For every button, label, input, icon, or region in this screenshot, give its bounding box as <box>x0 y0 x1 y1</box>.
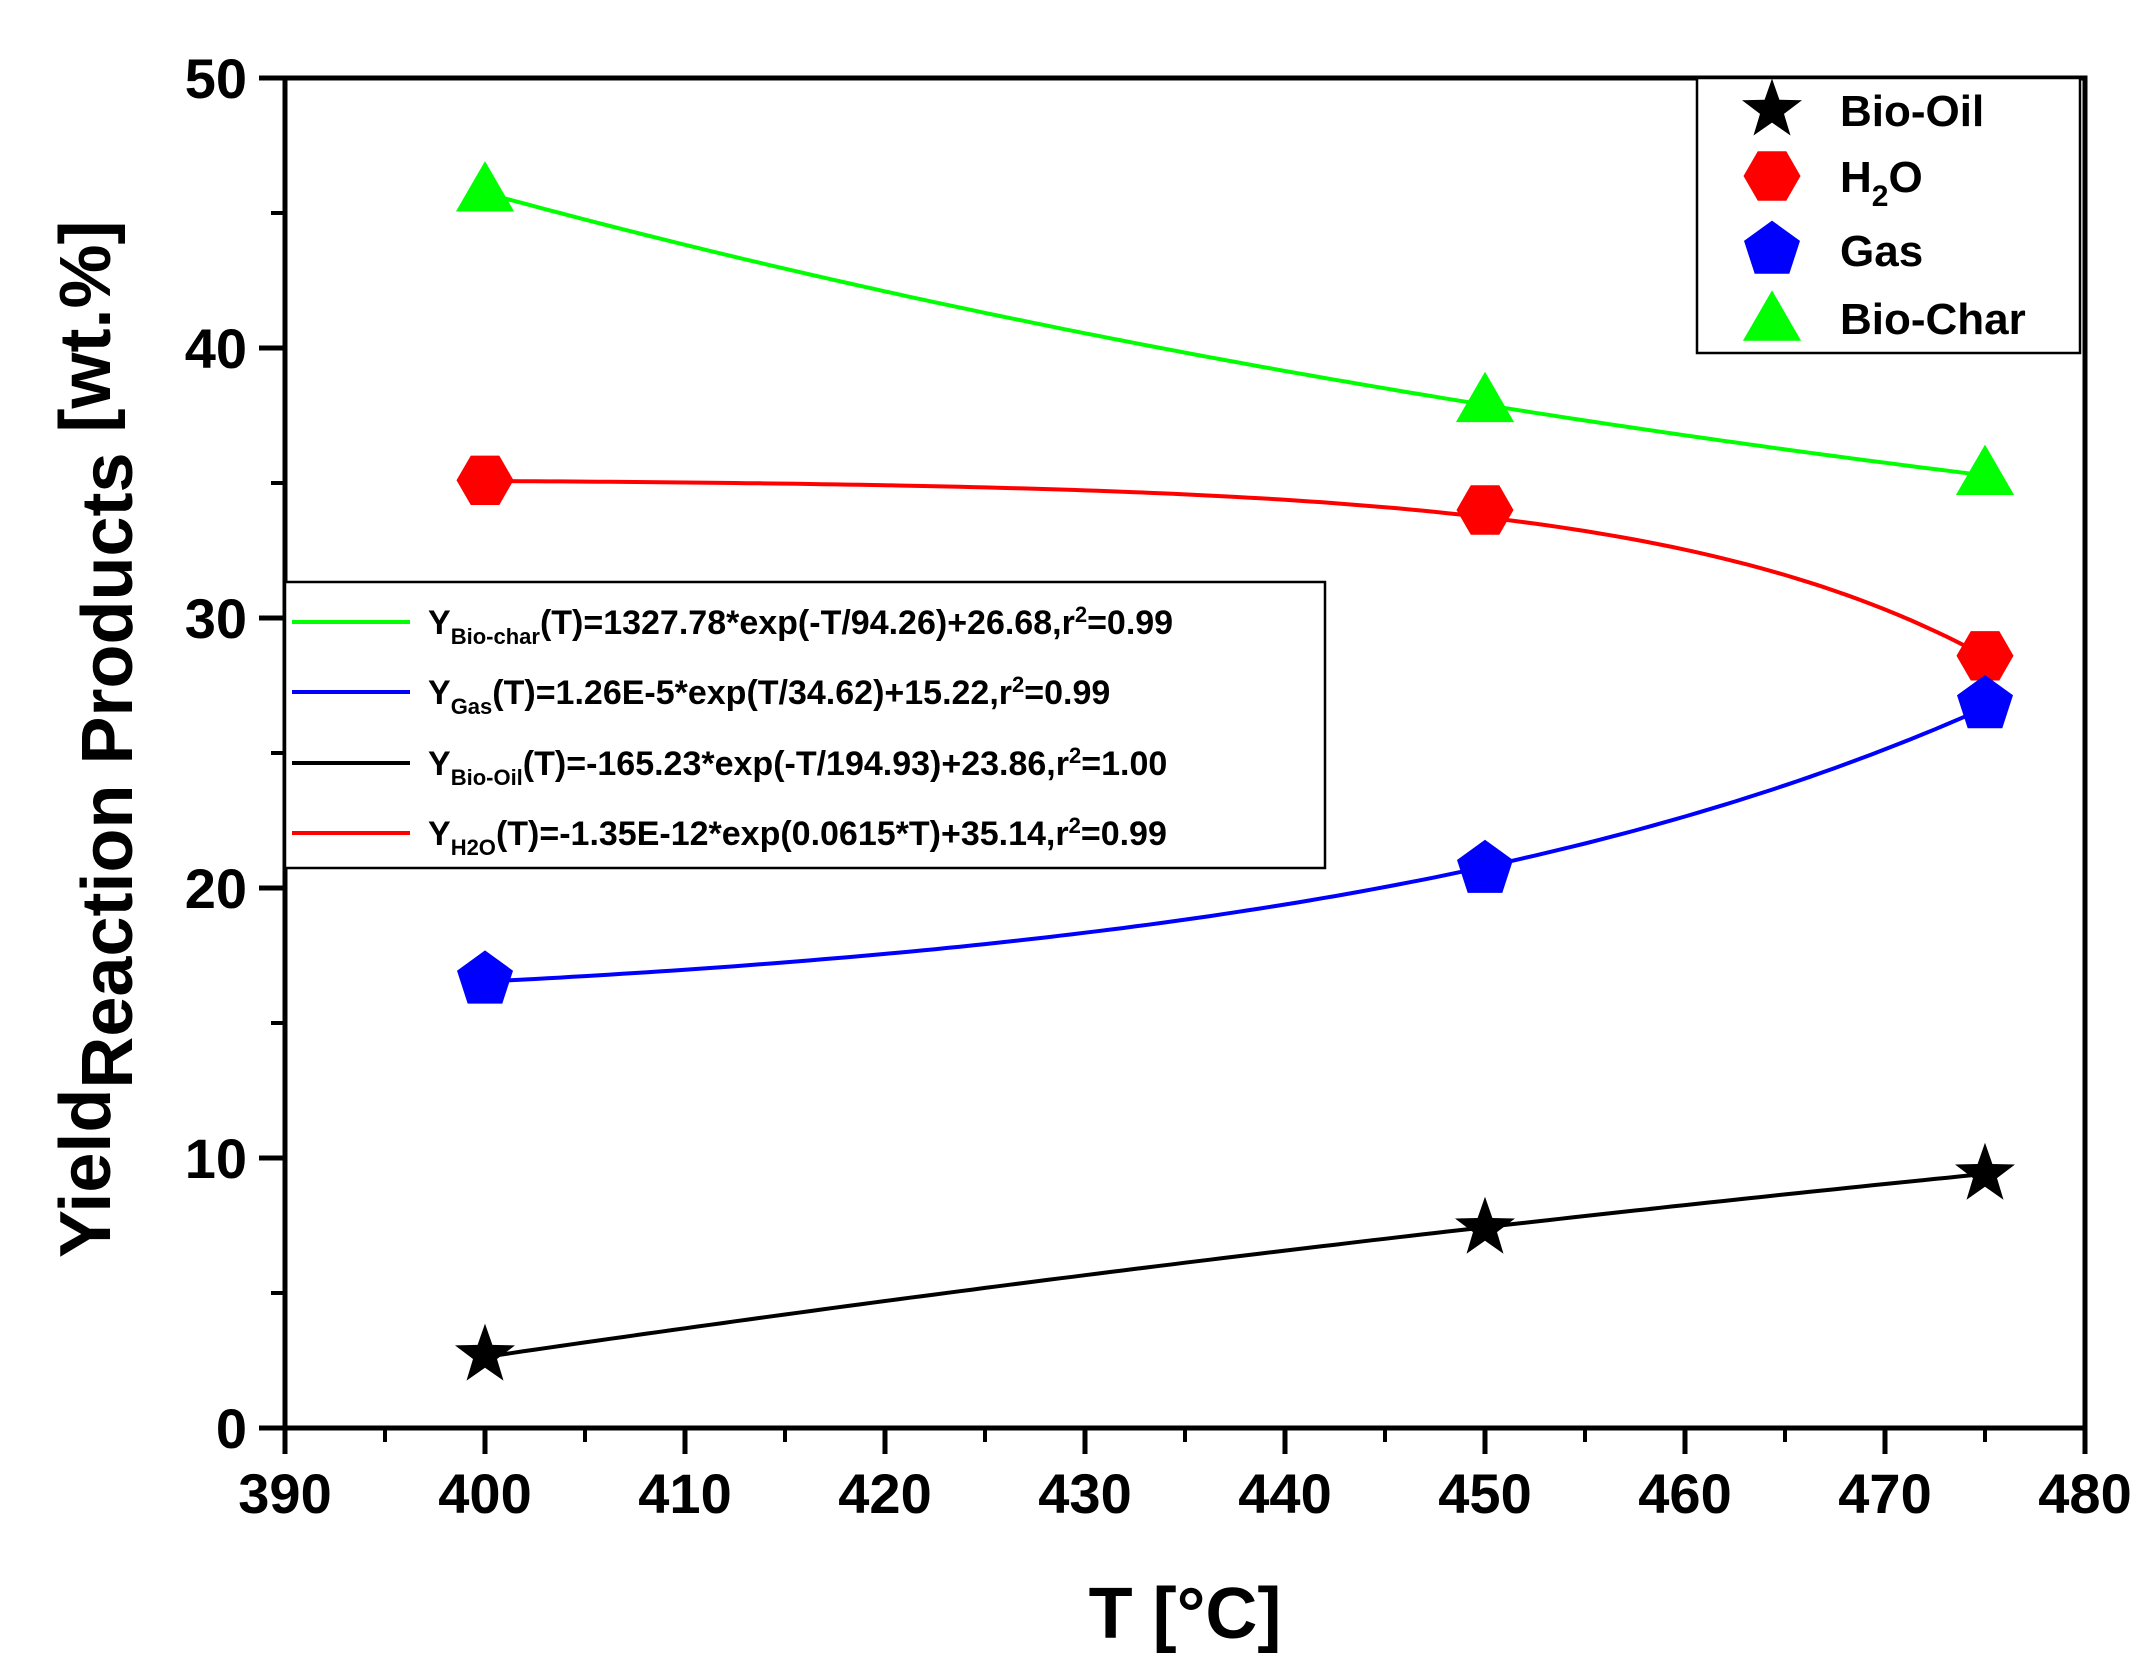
x-tick-label: 390 <box>238 1462 331 1525</box>
equation-body: (T)=1327.78*exp(-T/94.26)+26.68,r <box>540 604 1075 642</box>
equation-body: (T)=-165.23*exp(-T/194.93)+23.86,r <box>523 745 1069 783</box>
equation-text: YBio-Oil(T)=-165.23*exp(-T/194.93)+23.86… <box>428 743 1167 790</box>
equation-superscript: 2 <box>1069 743 1081 768</box>
legend-marker-h2o <box>1743 151 1801 201</box>
equation-superscript: 2 <box>1069 813 1081 838</box>
fit-line-h2o <box>485 479 1986 659</box>
equation-tail: =0.99 <box>1024 674 1110 712</box>
equation-tail: =0.99 <box>1087 604 1173 642</box>
equation-subscript: Gas <box>451 694 493 719</box>
equation-body: (T)=-1.35E-12*exp(0.0615*T)+35.14,r <box>496 815 1069 853</box>
fit-line-bio-oil <box>484 1171 1986 1359</box>
data-point-bio-oil <box>455 1323 515 1381</box>
data-point-gas <box>1957 675 2013 729</box>
legend-label-main: H <box>1840 153 1872 202</box>
data-point-h2o <box>1456 485 1514 535</box>
x-tick-label: 450 <box>1438 1462 1531 1525</box>
y-tick-label: 10 <box>185 1127 247 1190</box>
data-point-h2o <box>456 455 514 505</box>
data-point-bio-oil <box>1455 1196 1515 1254</box>
legend-label: Bio-Char <box>1840 295 2026 344</box>
x-tick-label: 440 <box>1238 1462 1331 1525</box>
data-point-gas <box>457 950 513 1004</box>
y-tick-label: 40 <box>185 317 247 380</box>
legend-marker-gas <box>1744 220 1800 274</box>
equation-box-frame <box>283 580 1327 870</box>
data-point-h2o <box>1956 631 2014 681</box>
x-tick-label: 460 <box>1638 1462 1731 1525</box>
equation-y: Y <box>428 674 451 712</box>
equation-body: (T)=1.26E-5*exp(T/34.62)+15.22,r <box>492 674 1012 712</box>
legend-label: H2O <box>1840 153 1923 213</box>
x-tick-label: 400 <box>438 1462 531 1525</box>
y-axis-title-sub: Reaction Products <box>68 452 148 1088</box>
data-point-bio-char <box>455 161 515 212</box>
x-axis-ticks: 390 400 410 420 430 440 450 460 470 480 <box>238 1428 2132 1525</box>
legend-label-sub: 2 <box>1872 180 1889 213</box>
data-point-gas <box>1457 839 1513 893</box>
fit-line-bio-char <box>484 191 1986 478</box>
data-point-bio-char <box>1455 371 1515 423</box>
legend: Bio-Oil H2O Gas Bio-Char <box>1695 76 2082 355</box>
data-markers <box>455 161 2015 1381</box>
legend-label: Gas <box>1840 227 1923 276</box>
legend-marker-bio-oil <box>1742 78 1802 136</box>
fit-line-gas <box>484 705 1986 984</box>
y-tick-label: 0 <box>216 1397 247 1460</box>
x-tick-label: 470 <box>1838 1462 1931 1525</box>
legend-label: Bio-Oil <box>1840 87 1984 136</box>
fit-lines <box>484 191 1986 1359</box>
data-point-bio-char <box>1955 444 2015 495</box>
y-axis-ticks: 0 10 20 30 40 50 <box>185 47 285 1460</box>
y-axis-title-unit: [wt.%] <box>46 221 126 453</box>
legend-marker-bio-char <box>1742 290 1802 341</box>
equation-subscript: Bio-char <box>451 624 541 649</box>
y-axis-title: YieldReaction Products [wt.%] <box>46 221 148 1258</box>
y-tick-label: 30 <box>185 587 247 650</box>
equation-subscript: Bio-Oil <box>451 765 523 790</box>
x-axis-title: T [°C] <box>1089 1574 1282 1654</box>
y-tick-label: 50 <box>185 47 247 110</box>
equation-tail: =0.99 <box>1081 815 1167 853</box>
equation-superscript: 2 <box>1075 602 1087 627</box>
legend-label-tail: O <box>1888 153 1922 202</box>
x-tick-label: 480 <box>2038 1462 2131 1525</box>
equation-y: Y <box>428 745 451 783</box>
data-point-bio-oil <box>1955 1142 2015 1200</box>
x-tick-label: 410 <box>638 1462 731 1525</box>
x-tick-label: 420 <box>838 1462 931 1525</box>
equation-text: YGas(T)=1.26E-5*exp(T/34.62)+15.22,r2=0.… <box>428 672 1110 719</box>
equation-tail: =1.00 <box>1081 745 1167 783</box>
equation-y: Y <box>428 815 451 853</box>
equation-text: YBio-char(T)=1327.78*exp(-T/94.26)+26.68… <box>428 602 1173 649</box>
equation-superscript: 2 <box>1012 672 1024 697</box>
equation-text: YH2O(T)=-1.35E-12*exp(0.0615*T)+35.14,r2… <box>428 813 1167 860</box>
equation-box: YBio-char(T)=1327.78*exp(-T/94.26)+26.68… <box>283 580 1327 870</box>
y-axis-title-main: Yield <box>46 1089 126 1258</box>
x-tick-label: 430 <box>1038 1462 1131 1525</box>
y-tick-label: 20 <box>185 857 247 920</box>
equation-y: Y <box>428 604 451 642</box>
equation-subscript: H2O <box>451 835 496 860</box>
